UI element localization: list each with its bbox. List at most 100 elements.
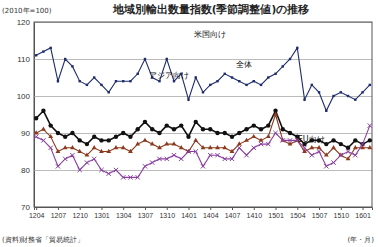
x-tick-label: 1401: [181, 212, 197, 219]
x-axis-label: (年・月): [348, 236, 375, 244]
point: [99, 138, 103, 142]
point: [41, 127, 46, 131]
point: [353, 138, 357, 142]
x-tick-mark: [58, 207, 59, 210]
series-markers: [34, 112, 372, 161]
point: [230, 135, 234, 139]
point: [296, 47, 298, 49]
x-tick: 1410: [246, 207, 262, 219]
point: [251, 134, 256, 138]
point: [280, 138, 285, 142]
x-tick-label: 1307: [138, 212, 154, 219]
point: [129, 80, 131, 82]
point: [48, 123, 52, 127]
y-tick: 80: [21, 166, 372, 175]
point: [224, 73, 226, 75]
x-tick: 1204: [29, 207, 45, 219]
y-tick: 110: [17, 55, 372, 64]
x-tick-mark: [167, 207, 168, 210]
point: [324, 152, 329, 156]
point: [172, 153, 176, 157]
x-tick-mark: [145, 207, 146, 210]
point: [114, 145, 119, 149]
point: [158, 80, 160, 82]
point: [49, 47, 51, 49]
point: [166, 58, 168, 60]
point: [259, 127, 263, 131]
point: [331, 138, 335, 142]
point: [288, 131, 292, 135]
point: [56, 131, 60, 135]
point: [143, 120, 147, 124]
point: [78, 168, 82, 172]
point: [202, 91, 204, 93]
series-line: [36, 111, 370, 148]
point: [216, 80, 218, 82]
point: [108, 91, 110, 93]
y-tick-label: 110: [17, 55, 30, 64]
point: [70, 153, 74, 157]
point: [252, 123, 256, 127]
x-tick: 1407: [225, 207, 241, 219]
grid-line: [34, 59, 372, 60]
point: [136, 175, 140, 179]
point: [122, 80, 124, 82]
point: [215, 153, 219, 157]
x-tick-label: 1501: [268, 212, 284, 219]
series-line: [36, 48, 370, 111]
point: [77, 138, 81, 142]
x-tick-mark: [276, 207, 277, 210]
x-tick-label: 1310: [159, 212, 175, 219]
point: [369, 84, 371, 86]
x-tick: 1601: [355, 207, 371, 219]
x-tick-mark: [80, 207, 81, 210]
x-tick-mark: [363, 207, 364, 210]
point: [266, 123, 270, 127]
point: [324, 142, 328, 146]
x-tick-label: 1601: [355, 212, 371, 219]
point: [143, 138, 148, 142]
x-tick-label: 1301: [94, 212, 110, 219]
x-tick: 1504: [290, 207, 306, 219]
point: [85, 152, 90, 156]
point: [302, 146, 306, 150]
point: [41, 138, 45, 142]
point: [367, 145, 372, 149]
point: [194, 120, 198, 124]
x-tick: 1510: [334, 207, 350, 219]
x-tick-mark: [232, 207, 233, 210]
point: [244, 138, 249, 142]
point: [215, 131, 219, 135]
point: [244, 153, 248, 157]
x-tick: 1401: [181, 207, 197, 219]
x-tick-mark: [341, 207, 342, 210]
y-tick: 100: [17, 92, 372, 101]
point: [92, 157, 96, 161]
point: [186, 149, 190, 153]
point: [281, 127, 285, 131]
point: [194, 149, 198, 153]
x-tick-label: 1407: [225, 212, 241, 219]
point: [35, 54, 37, 56]
point: [368, 123, 372, 127]
point: [317, 145, 322, 149]
point: [107, 138, 111, 142]
point: [49, 146, 53, 150]
y-tick-label: 90: [21, 129, 30, 138]
point: [100, 84, 102, 86]
point: [195, 76, 197, 78]
point: [173, 80, 175, 82]
point: [150, 127, 154, 131]
point: [259, 138, 264, 142]
x-tick-mark: [319, 207, 320, 210]
point: [78, 80, 80, 82]
point: [57, 80, 59, 82]
subtitle: (2010年=100): [2, 7, 52, 15]
point: [42, 50, 44, 52]
point: [201, 145, 206, 149]
x-tick-mark: [36, 207, 37, 210]
x-tick: 1307: [138, 207, 154, 219]
point: [274, 73, 276, 75]
point: [288, 138, 292, 142]
point: [137, 73, 139, 75]
